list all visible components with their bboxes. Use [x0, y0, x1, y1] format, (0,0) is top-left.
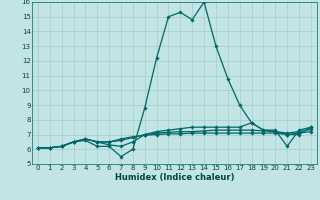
X-axis label: Humidex (Indice chaleur): Humidex (Indice chaleur) [115, 173, 234, 182]
